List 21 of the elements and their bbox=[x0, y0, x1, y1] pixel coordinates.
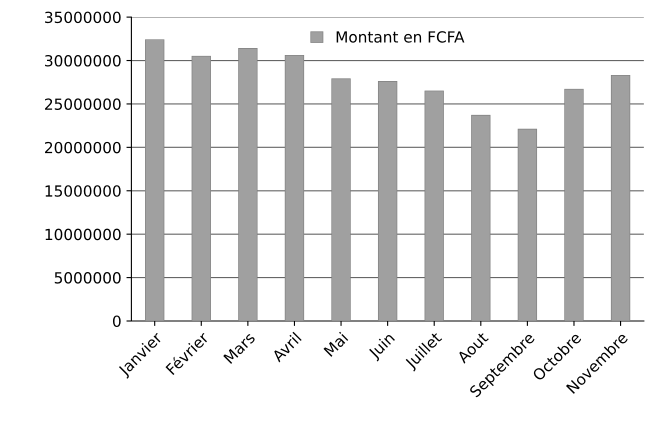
bar bbox=[518, 128, 538, 321]
y-tick-label: 10000000 bbox=[46, 228, 121, 240]
bar bbox=[378, 81, 398, 321]
bar bbox=[471, 114, 490, 321]
bar bbox=[424, 90, 444, 321]
bar bbox=[610, 74, 630, 321]
y-tick-label: 25000000 bbox=[45, 98, 121, 110]
y-tick-label: 35000000 bbox=[45, 12, 121, 24]
bar bbox=[192, 56, 211, 321]
y-tick-label: 0 bbox=[112, 315, 121, 328]
legend-label: Montant en FCFA bbox=[336, 31, 464, 43]
bar bbox=[564, 88, 584, 321]
y-tick-label: 30000000 bbox=[45, 54, 121, 67]
y-tick-label: 15000000 bbox=[46, 185, 121, 197]
bar bbox=[145, 39, 164, 321]
x-tick-label: Mai bbox=[323, 332, 348, 357]
y-tick-label: 20000000 bbox=[45, 142, 121, 154]
bar bbox=[284, 54, 304, 321]
bar bbox=[238, 48, 258, 321]
y-tick-label: 5000000 bbox=[54, 272, 121, 284]
bar bbox=[331, 78, 351, 321]
